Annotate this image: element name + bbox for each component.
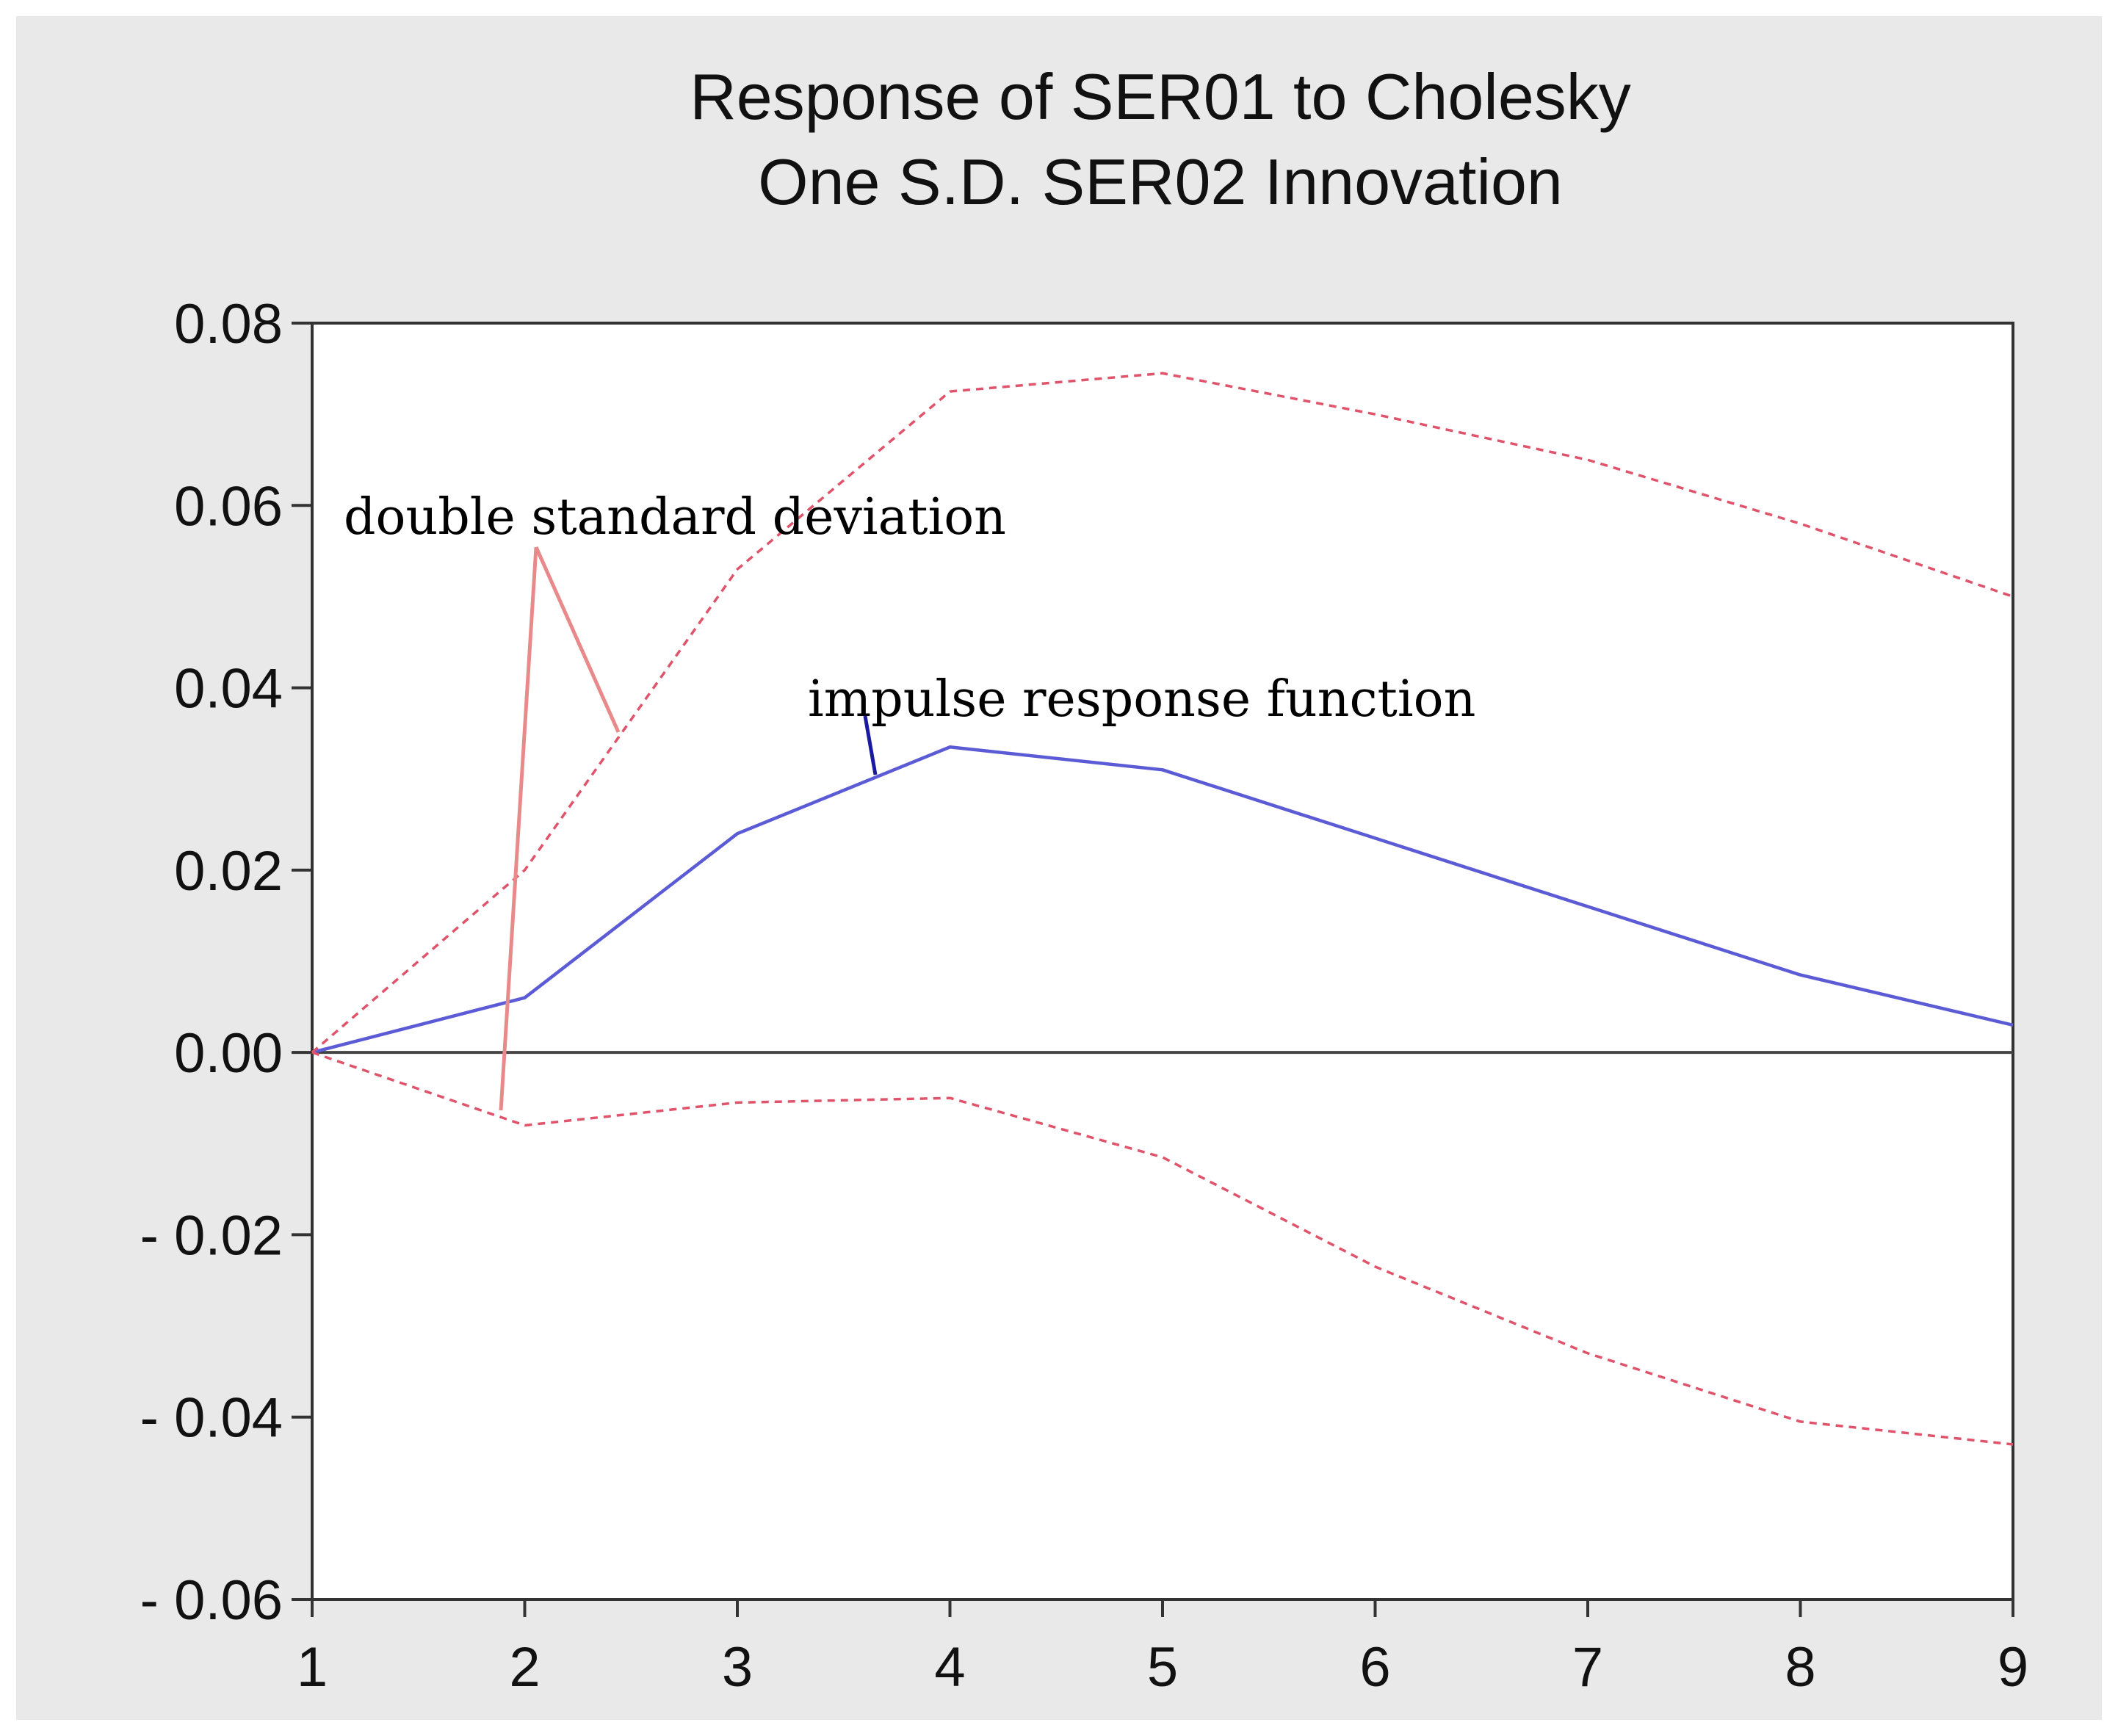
y-tick-label: 0.06 xyxy=(174,475,283,538)
x-tick-label: 8 xyxy=(1785,1636,1815,1699)
y-tick-label: - 0.02 xyxy=(140,1204,283,1267)
x-tick-label: 7 xyxy=(1572,1636,1603,1699)
series-line-lower-band xyxy=(311,1051,2014,1446)
annotation-pointer-lower-band xyxy=(499,546,538,1111)
x-tick-label: 5 xyxy=(1147,1636,1178,1699)
y-tick-label: 0.08 xyxy=(174,293,283,355)
annotation-pointer-irf xyxy=(863,715,878,775)
annotation-pointer-upper-band xyxy=(534,546,621,734)
chart-title-line-1: Response of SER01 to Cholesky xyxy=(690,60,1631,133)
annotation-impulse-response-function: impulse response function xyxy=(808,670,1475,728)
y-tick-label: 0.02 xyxy=(174,840,283,903)
x-tick-label: 4 xyxy=(934,1636,965,1699)
x-tick-label: 2 xyxy=(509,1636,540,1699)
x-tick-label: 9 xyxy=(1998,1636,2028,1699)
y-tick-label: - 0.04 xyxy=(140,1387,283,1450)
y-tick-label: - 0.06 xyxy=(140,1569,283,1632)
x-tick-label: 1 xyxy=(297,1636,328,1699)
y-tick-label: 0.00 xyxy=(174,1022,283,1085)
y-axis: 0.08 0.06 0.04 0.02 0.00 - 0.02 - 0.04 - 0.06 xyxy=(140,293,312,1632)
annotation-layer: double standard deviation impulse respon… xyxy=(344,488,1475,1111)
y-tick-label: 0.04 xyxy=(174,658,283,720)
annotation-double-standard-deviation: double standard deviation xyxy=(344,488,1006,546)
series-layer xyxy=(311,372,2014,1446)
x-tick-label: 6 xyxy=(1359,1636,1390,1699)
chart-title-line-2: One S.D. SER02 Innovation xyxy=(758,145,1563,218)
x-tick-label: 3 xyxy=(722,1636,753,1699)
plot-area xyxy=(311,322,2014,1601)
series-line-upper-band xyxy=(311,372,2014,1054)
series-line-impulse-response-function xyxy=(311,745,2014,1055)
x-axis: 1 2 3 4 5 6 7 8 9 xyxy=(297,1599,2028,1699)
